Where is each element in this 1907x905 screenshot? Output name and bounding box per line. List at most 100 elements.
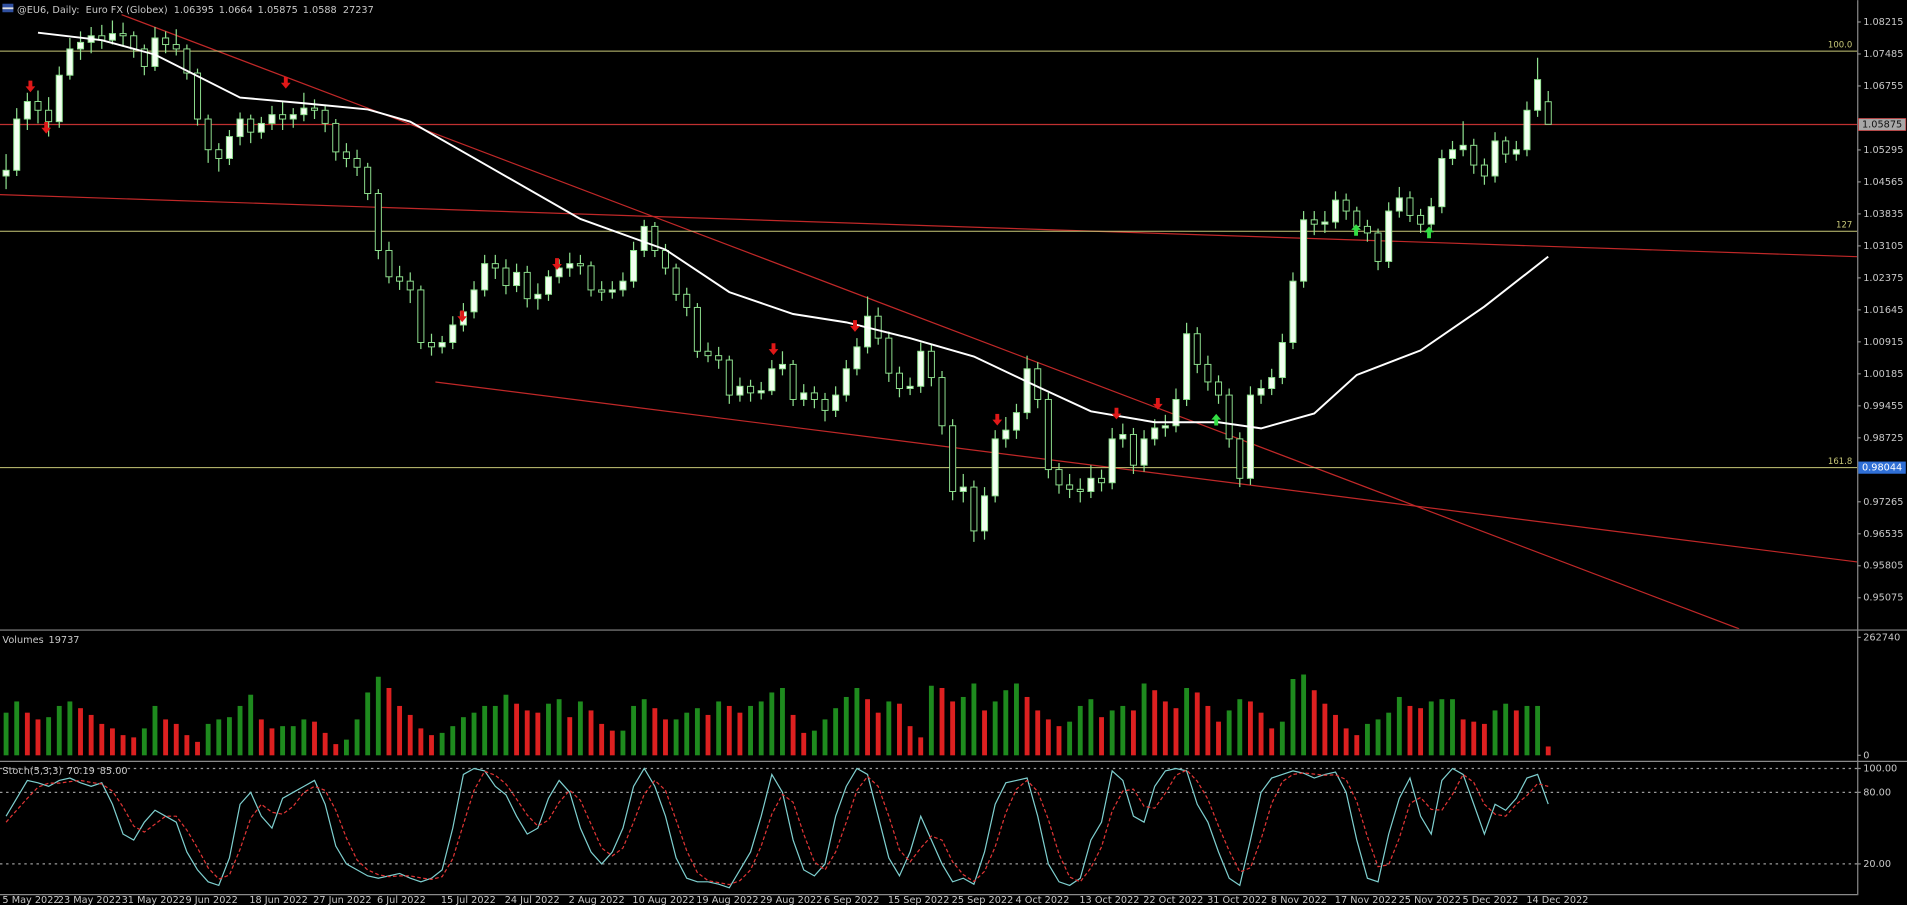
volume-bar xyxy=(769,692,775,756)
volume-bar xyxy=(716,701,722,756)
volume-bar xyxy=(780,687,785,756)
candle-body xyxy=(1204,363,1212,383)
candle-body xyxy=(1374,232,1382,262)
candle-body xyxy=(778,363,786,370)
candle-body xyxy=(2,169,10,177)
fib-level-label: 161.8 xyxy=(1828,457,1852,467)
candle-body xyxy=(576,263,584,267)
candle-body xyxy=(1342,199,1350,212)
candle-body xyxy=(364,166,372,195)
volume-bar xyxy=(1439,699,1445,756)
candle-body xyxy=(406,280,414,291)
volume-bar xyxy=(663,719,668,756)
volume-bar xyxy=(67,701,73,756)
candle-body xyxy=(1470,144,1478,166)
candle-body xyxy=(247,118,255,133)
y-tick-label: 1.01645 xyxy=(1863,305,1903,316)
volume-bar xyxy=(939,687,945,756)
volume-bar xyxy=(1003,690,1009,756)
volume-bar xyxy=(1194,692,1200,756)
volume-bar xyxy=(1024,696,1030,756)
candle-body xyxy=(800,392,808,400)
volume-bar xyxy=(822,719,828,756)
volume-bar xyxy=(1460,719,1466,756)
candle-body xyxy=(821,398,829,411)
candle-body xyxy=(502,267,510,287)
y-tick-label: 0.95805 xyxy=(1863,561,1903,572)
volume-bar xyxy=(907,726,913,756)
x-tick-label: 5 May 2022 xyxy=(2,895,59,905)
candle-body xyxy=(1066,484,1074,490)
candle-body xyxy=(183,48,191,74)
candle-body xyxy=(1289,280,1297,343)
level-price-box xyxy=(1858,461,1906,474)
chart-title: @EU6, Daily: Euro FX (Globex) xyxy=(17,5,168,16)
volume-bar xyxy=(631,705,637,756)
x-tick-label: 31 May 2022 xyxy=(122,895,185,905)
y-tick-label: 1.02375 xyxy=(1863,273,1903,284)
volume-bar xyxy=(971,683,977,756)
x-tick-label: 19 Aug 2022 xyxy=(696,895,758,905)
candle-body xyxy=(108,33,116,41)
volume-bar xyxy=(1333,714,1338,756)
candle-body xyxy=(1395,197,1403,212)
low-readout: 1.05875 xyxy=(258,5,298,16)
candle-body xyxy=(66,48,74,76)
volume-bar xyxy=(163,719,169,756)
volume-bar xyxy=(1014,683,1019,756)
candle-body xyxy=(438,342,446,348)
x-tick-label: 2 Aug 2022 xyxy=(569,895,625,905)
y-tick-label: 0.99455 xyxy=(1863,401,1903,412)
fib-level-label: 100.0 xyxy=(1828,41,1852,51)
stoch-k-readout: 70.19 xyxy=(67,766,95,777)
candle-body xyxy=(587,265,595,291)
volume-bar xyxy=(588,710,594,756)
volume-bar xyxy=(790,714,796,756)
volume-bar xyxy=(620,730,626,756)
candle-body xyxy=(257,122,265,133)
candle-body xyxy=(1055,469,1063,486)
candle-body xyxy=(1331,199,1340,223)
volume-bar xyxy=(99,723,105,756)
candle-body xyxy=(1353,210,1361,227)
volume-bar xyxy=(56,705,62,756)
volume-title: Volumes xyxy=(2,635,43,646)
volume-bar xyxy=(290,726,296,756)
candle-body xyxy=(13,118,21,171)
candle-body xyxy=(661,250,670,269)
trend-line xyxy=(435,381,1858,563)
x-tick-label: 18 Jun 2022 xyxy=(249,895,307,905)
candle-body xyxy=(1076,488,1084,492)
candle-body xyxy=(1502,140,1510,155)
candle-body xyxy=(236,118,244,138)
volume-bar xyxy=(609,730,615,756)
candle-body xyxy=(544,276,553,295)
x-tick-label: 10 Aug 2022 xyxy=(632,895,694,905)
volume-bar xyxy=(641,699,647,756)
candle-body xyxy=(1523,109,1531,151)
x-tick-label: 25 Nov 2022 xyxy=(1399,895,1461,905)
volume-bar xyxy=(567,717,573,756)
x-tick-label: 29 Aug 2022 xyxy=(760,895,822,905)
y-tick-label: 1.04565 xyxy=(1863,177,1903,188)
candle-body xyxy=(353,157,361,168)
volume-bar xyxy=(886,701,892,756)
candle-body xyxy=(1172,398,1180,427)
candle-body xyxy=(140,48,148,67)
candle-body xyxy=(1544,101,1552,125)
x-tick-label: 13 Oct 2022 xyxy=(1079,895,1139,905)
volume-bar xyxy=(577,701,583,756)
volume-bar xyxy=(333,744,339,756)
volume-bar xyxy=(1471,721,1477,756)
volume-bar xyxy=(1226,710,1232,756)
y-tick-label: 0.97265 xyxy=(1863,497,1903,508)
volume-bar xyxy=(1216,721,1221,756)
candle-body xyxy=(1363,225,1371,234)
volume-bar xyxy=(514,703,520,756)
candle-body xyxy=(991,438,999,497)
volume-bar xyxy=(418,728,424,756)
candle-body xyxy=(1225,394,1233,440)
candle-body xyxy=(491,263,499,269)
volume-bar xyxy=(748,705,753,756)
